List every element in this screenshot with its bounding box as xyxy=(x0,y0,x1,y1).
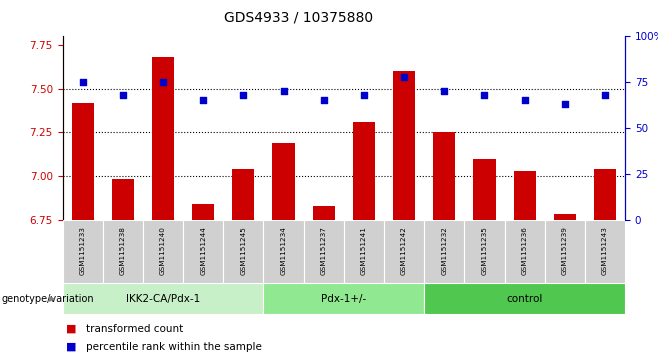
Text: GSM1151244: GSM1151244 xyxy=(200,226,206,274)
Text: GSM1151241: GSM1151241 xyxy=(361,226,367,274)
Bar xyxy=(384,220,424,283)
Bar xyxy=(263,283,424,314)
Text: GSM1151240: GSM1151240 xyxy=(160,226,166,274)
Text: Pdx-1+/-: Pdx-1+/- xyxy=(321,294,367,303)
Bar xyxy=(594,169,616,220)
Point xyxy=(599,92,610,98)
Bar xyxy=(433,132,455,220)
Text: GSM1151236: GSM1151236 xyxy=(522,226,528,274)
Point xyxy=(399,74,409,79)
Point xyxy=(158,79,168,85)
Bar xyxy=(393,71,415,220)
Point xyxy=(318,98,329,103)
Bar xyxy=(143,220,183,283)
Point xyxy=(118,92,128,98)
Bar xyxy=(192,204,215,220)
Bar xyxy=(272,143,295,220)
Point xyxy=(78,79,88,85)
Bar xyxy=(465,220,505,283)
Text: transformed count: transformed count xyxy=(86,323,183,334)
Point xyxy=(439,88,449,94)
Bar xyxy=(63,220,103,283)
Bar xyxy=(63,283,263,314)
Bar xyxy=(263,220,303,283)
Text: GSM1151233: GSM1151233 xyxy=(80,226,86,274)
Bar xyxy=(545,220,585,283)
Text: ▶: ▶ xyxy=(49,294,56,303)
Text: ■: ■ xyxy=(66,342,76,352)
Text: control: control xyxy=(507,294,543,303)
Text: GSM1151232: GSM1151232 xyxy=(442,226,447,274)
Text: GSM1151239: GSM1151239 xyxy=(562,226,568,274)
Text: ■: ■ xyxy=(66,323,76,334)
Bar xyxy=(152,57,174,220)
Bar xyxy=(103,220,143,283)
Bar xyxy=(183,220,223,283)
Bar xyxy=(585,220,625,283)
Point xyxy=(198,98,209,103)
Text: GSM1151235: GSM1151235 xyxy=(482,226,488,274)
Text: GSM1151237: GSM1151237 xyxy=(320,226,327,274)
Text: GDS4933 / 10375880: GDS4933 / 10375880 xyxy=(224,11,373,25)
Text: GSM1151243: GSM1151243 xyxy=(602,226,608,274)
Bar xyxy=(303,220,343,283)
Bar xyxy=(112,179,134,220)
Bar xyxy=(424,220,465,283)
Bar xyxy=(424,283,625,314)
Point xyxy=(238,92,249,98)
Text: GSM1151234: GSM1151234 xyxy=(280,226,286,274)
Point xyxy=(559,101,570,107)
Point xyxy=(359,92,369,98)
Bar xyxy=(514,171,536,220)
Point xyxy=(519,98,530,103)
Point xyxy=(479,92,490,98)
Bar xyxy=(505,220,545,283)
Text: percentile rank within the sample: percentile rank within the sample xyxy=(86,342,261,352)
Text: GSM1151242: GSM1151242 xyxy=(401,226,407,274)
Text: IKK2-CA/Pdx-1: IKK2-CA/Pdx-1 xyxy=(126,294,200,303)
Point xyxy=(278,88,289,94)
Bar xyxy=(313,206,335,220)
Bar xyxy=(72,103,93,220)
Bar xyxy=(223,220,263,283)
Bar xyxy=(554,215,576,220)
Bar xyxy=(473,159,495,220)
Text: genotype/variation: genotype/variation xyxy=(1,294,94,303)
Bar xyxy=(343,220,384,283)
Text: GSM1151238: GSM1151238 xyxy=(120,226,126,274)
Bar xyxy=(232,169,255,220)
Text: GSM1151245: GSM1151245 xyxy=(240,226,246,274)
Bar xyxy=(353,122,375,220)
